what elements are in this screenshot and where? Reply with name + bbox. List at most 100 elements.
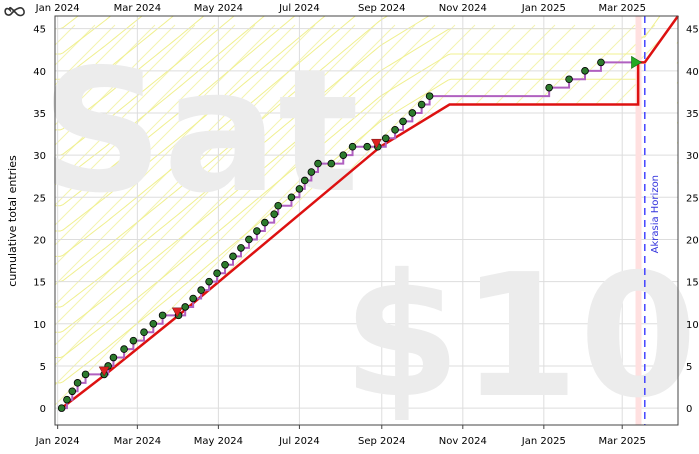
hatch-line [55, 24, 276, 246]
x-tick-label-bottom: Jul 2024 [278, 436, 320, 447]
y-tick-label-right: 0 [686, 404, 692, 415]
data-point [158, 311, 167, 320]
data-point [68, 387, 77, 396]
data-point [57, 404, 66, 412]
data-point [270, 210, 278, 218]
data-point [140, 328, 148, 337]
data-point [245, 235, 253, 244]
data-point [381, 134, 390, 143]
data-point [261, 218, 269, 227]
data-point [274, 201, 282, 210]
hatch-line [55, 24, 416, 386]
data-point [109, 353, 118, 362]
watermark-bottom: $10 [343, 238, 698, 436]
data-point [149, 320, 158, 328]
y-tick-label-right: 15 [686, 278, 699, 289]
derailment-markers [98, 138, 382, 377]
guide-line [55, 16, 326, 232]
x-axis-bottom: Jan 2024 Mar 2024 May 2024 Jul 2024 Sep 2024… [35, 425, 646, 447]
hatch-line [55, 24, 356, 326]
future-point-marker [631, 55, 643, 69]
x-tick-label-bottom: Jan 2024 [35, 436, 80, 447]
hatch-line [55, 24, 156, 126]
guide-line [55, 16, 389, 283]
x-tick-label-top: Jan 2024 [35, 3, 80, 14]
y-tick-label-left: 35 [33, 109, 46, 120]
guide-lines [55, 16, 661, 384]
x-tick-label-top: May 2024 [194, 3, 243, 14]
guide-line [55, 16, 296, 207]
data-point [425, 92, 434, 100]
data-points [57, 55, 643, 412]
y-tick-label-left: 40 [33, 67, 46, 78]
data-point [300, 176, 309, 185]
x-tick-label-top: Sep 2024 [358, 3, 405, 14]
data-point [189, 294, 197, 303]
data-point [327, 159, 336, 168]
bright-red-line [60, 15, 680, 410]
data-point [81, 370, 90, 379]
akrasia-horizon-label: Akrasia Horizon [650, 175, 661, 253]
hatch-line [55, 24, 436, 406]
data-point [399, 117, 407, 126]
hatch-line [55, 24, 256, 226]
guide-line [55, 16, 430, 308]
derailment-marker [371, 138, 382, 149]
y-tick-label-left: 5 [40, 362, 46, 373]
y-tick-label-left: 0 [40, 404, 46, 415]
x-tick-label-top: Jul 2024 [278, 3, 320, 14]
guide-line [55, 16, 356, 257]
x-tick-label-top: Mar 2025 [598, 3, 646, 14]
guide-line [55, 16, 175, 106]
x-tick-label-top: Nov 2024 [439, 3, 487, 14]
data-point [287, 193, 296, 202]
hatch-line [55, 24, 136, 106]
today-band [635, 16, 642, 425]
data-point [129, 336, 138, 345]
infinity-loop-icon[interactable] [4, 6, 25, 17]
x-tick-label-bottom: May 2024 [194, 436, 243, 447]
data-point [597, 58, 605, 67]
x-tick-label-bottom: Nov 2024 [439, 436, 487, 447]
data-point [295, 185, 304, 193]
guide-line [55, 16, 640, 359]
x-tick-label-bottom: Mar 2025 [598, 436, 646, 447]
data-point [581, 67, 589, 75]
guide-line [55, 16, 205, 131]
data-point [307, 168, 316, 176]
y-tick-label-right: 40 [686, 67, 699, 78]
data-point [221, 260, 229, 269]
data-point [229, 252, 237, 261]
data-point [565, 75, 573, 84]
y-axis-right: 0 5 10 15 20 25 30 35 40 45 [686, 25, 699, 415]
data-point [205, 277, 213, 286]
data-point [253, 227, 261, 235]
data-point [391, 126, 399, 134]
y-tick-label-right: 30 [686, 151, 699, 162]
hatch-line [55, 24, 296, 266]
data-point [63, 395, 71, 404]
watermark-top: Sat [41, 33, 359, 231]
hatch-line [55, 24, 196, 166]
data-point [417, 100, 426, 109]
y-tick-label-right: 45 [686, 25, 699, 36]
data-point [197, 286, 205, 294]
guide-line [55, 16, 235, 156]
data-point [314, 159, 322, 168]
derailment-marker [98, 366, 110, 377]
data-point [339, 151, 348, 159]
data-point [237, 244, 245, 252]
x-tick-label-bottom: Sep 2024 [358, 436, 405, 447]
data-point [120, 345, 128, 353]
hatch-line [55, 24, 396, 366]
plot-border [54, 15, 679, 426]
y-tick-label-right: 25 [686, 193, 699, 204]
hatch-line [55, 24, 176, 146]
x-tick-label-top: Mar 2024 [114, 3, 162, 14]
x-tick-label-bottom: Jan 2025 [521, 436, 566, 447]
y-axis-label: cumulative total entries [6, 155, 19, 287]
y-tick-label-left: 30 [33, 151, 46, 162]
y-tick-label-right: 20 [686, 235, 699, 246]
data-point [181, 303, 189, 311]
